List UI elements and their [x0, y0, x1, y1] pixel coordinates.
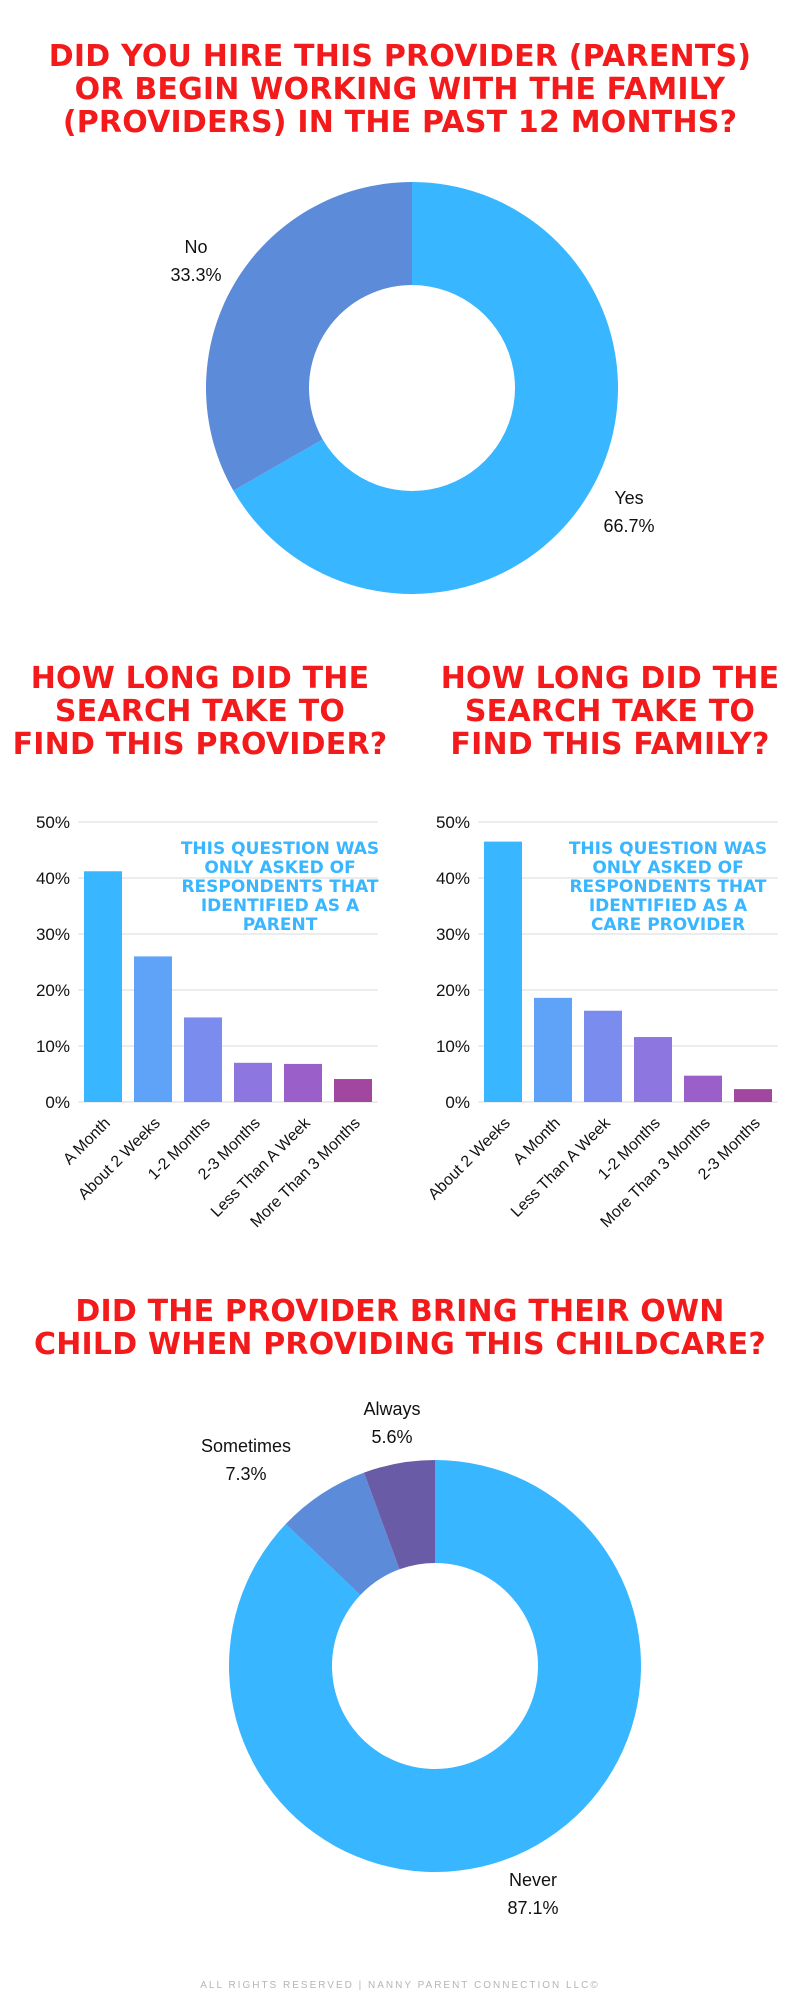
bar-1-2-months: [184, 1017, 222, 1102]
y-tick-label: 30%: [36, 925, 70, 944]
bar-about-2-weeks: [484, 841, 522, 1102]
bar-2-3-months: [234, 1062, 272, 1102]
slice-label-yes: Yes: [614, 488, 643, 508]
y-tick-label: 20%: [36, 981, 70, 1000]
bar-a-month: [534, 997, 572, 1102]
own-child-question-title: DID THE PROVIDER BRING THEIR OWN CHILD W…: [34, 1294, 766, 1362]
footer-copyright: ALL RIGHTS RESERVED | NANNY PARENT CONNE…: [200, 1980, 600, 1991]
y-tick-label: 10%: [436, 1037, 470, 1056]
slice-always: [364, 1460, 435, 1570]
search-family-title: HOW LONG DID THE SEARCH TAKE TO FIND THI…: [440, 661, 780, 762]
y-tick-label: 10%: [36, 1037, 70, 1056]
y-tick-label: 40%: [436, 869, 470, 888]
slice-label-always: Always: [363, 1399, 420, 1419]
slice-value-never: 87.1%: [507, 1898, 558, 1918]
y-tick-label: 30%: [436, 925, 470, 944]
hired-donut-chart: Yes 66.7% No 33.3%: [170, 182, 655, 594]
slice-value-no: 33.3%: [170, 265, 221, 285]
slice-value-sometimes: 7.3%: [225, 1464, 266, 1484]
hire-question-title: DID YOU HIRE THIS PROVIDER (PARENTS) OR …: [48, 39, 752, 140]
y-tick-label: 40%: [36, 869, 70, 888]
provider-only-note: THIS QUESTION WAS ONLY ASKED OF RESPONDE…: [568, 839, 768, 935]
bar-2-3-months: [734, 1089, 772, 1102]
slice-never: [228, 1460, 641, 1872]
slice-value-yes: 66.7%: [603, 516, 654, 536]
bar-more-than-3-months: [684, 1075, 722, 1102]
slice-no: [205, 182, 412, 491]
slice-label-never: Never: [509, 1870, 557, 1890]
x-tick-label-about-2-weeks: About 2 Weeks: [425, 1115, 514, 1204]
bar-1-2-months: [634, 1037, 672, 1102]
slice-sometimes: [285, 1472, 400, 1596]
y-tick-label: 0%: [45, 1093, 70, 1112]
bar-less-than-a-week: [284, 1063, 322, 1102]
bar-about-2-weeks: [134, 956, 172, 1102]
y-tick-label: 50%: [36, 813, 70, 832]
slice-label-sometimes: Sometimes: [201, 1436, 291, 1456]
slice-yes: [233, 182, 618, 594]
slice-label-no: No: [184, 237, 207, 257]
bar-more-than-3-months: [334, 1079, 372, 1102]
bar-less-than-a-week: [584, 1010, 622, 1102]
parent-only-note: THIS QUESTION WAS ONLY ASKED OF RESPONDE…: [180, 839, 380, 935]
y-tick-label: 20%: [436, 981, 470, 1000]
y-tick-label: 0%: [445, 1093, 470, 1112]
bar-a-month: [84, 871, 122, 1102]
y-tick-label: 50%: [436, 813, 470, 832]
search-provider-title: HOW LONG DID THE SEARCH TAKE TO FIND THI…: [12, 661, 388, 762]
own-child-donut-chart: Never 87.1% Sometimes 7.3% Always 5.6%: [201, 1399, 641, 1918]
slice-value-always: 5.6%: [371, 1427, 412, 1447]
